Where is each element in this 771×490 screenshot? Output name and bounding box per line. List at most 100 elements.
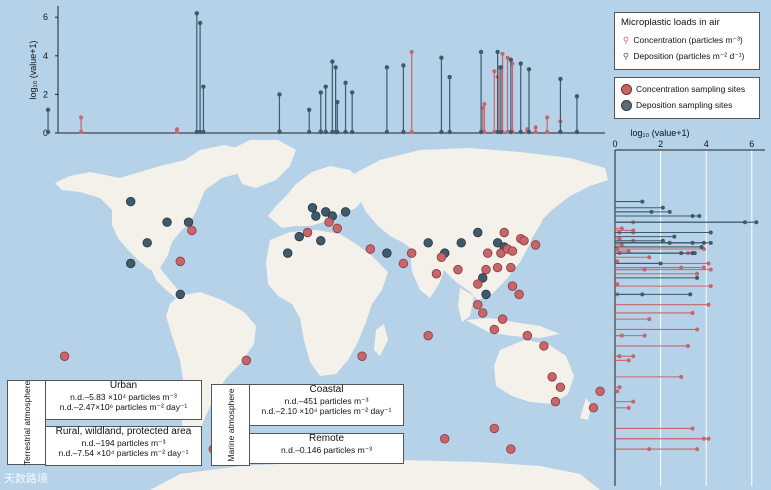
right-point <box>754 220 759 225</box>
top-base-point <box>439 129 444 135</box>
concentration-site <box>453 264 463 275</box>
concentration-site <box>302 227 313 238</box>
concentration-site <box>499 227 509 238</box>
top-point <box>533 125 538 130</box>
deposition-site <box>473 227 483 238</box>
legend-sites: Concentration sampling sites Deposition … <box>614 77 760 119</box>
right-point <box>742 220 747 225</box>
coastal-line2: n.d.–2.10 ×10⁴ particles m⁻² day⁻¹ <box>261 406 392 416</box>
concentration-site <box>332 223 342 234</box>
top-base-point <box>447 129 452 135</box>
top-base-point <box>533 130 538 134</box>
top-point <box>447 74 452 80</box>
remote-title: Remote <box>308 433 344 444</box>
deposition-site <box>183 217 194 227</box>
top-base-point <box>335 129 340 135</box>
right-point <box>706 302 711 307</box>
deposition-site <box>125 258 136 269</box>
right-point <box>631 399 636 404</box>
top-base-point <box>492 130 497 134</box>
top-point <box>526 67 532 72</box>
legend-dep-sites-label: Deposition sampling sites <box>636 100 733 110</box>
concentration-site <box>473 279 483 289</box>
right-point <box>642 267 647 272</box>
right-point <box>692 251 697 256</box>
top-y-tick-label: 2 <box>43 89 48 99</box>
right-point <box>660 238 665 243</box>
right-point <box>690 426 695 431</box>
right-point <box>697 214 702 218</box>
concentration-site <box>555 382 566 392</box>
concentration-site <box>478 308 488 318</box>
land-north-america <box>55 145 254 270</box>
right-point <box>615 259 620 264</box>
legend-conc-sites-label: Concentration sampling sites <box>636 84 746 94</box>
land-central-america <box>150 266 184 298</box>
deposition-site <box>321 207 331 217</box>
top-base-point <box>478 129 484 135</box>
urban-line1: n.d.–5.83 ×10⁴ particles m⁻³ <box>70 391 177 402</box>
top-base-point <box>323 129 328 135</box>
pin-icon: ⚲ <box>622 35 630 45</box>
top-base-point <box>495 129 500 135</box>
land-greenland <box>226 140 296 188</box>
coastal-box: Coastal n.d.–451 particles m⁻³ n.d.–2.10… <box>249 384 404 426</box>
concentration-site <box>547 372 557 382</box>
right-x-tick-label: 2 <box>658 139 663 149</box>
top-base-point <box>197 129 203 135</box>
top-point <box>197 20 203 26</box>
concentration-site <box>595 386 605 397</box>
concentration-site <box>482 248 493 258</box>
top-lollipop-chart: 0 2 4 6 log₁₀ (value+1) <box>28 6 605 138</box>
top-point <box>306 107 312 113</box>
right-point <box>690 310 695 315</box>
top-point <box>505 55 510 60</box>
top-base-point <box>318 129 323 135</box>
deposition-site <box>481 289 491 300</box>
top-point <box>343 80 348 86</box>
deposition-site <box>311 211 321 221</box>
right-point <box>695 271 700 276</box>
top-base-point <box>79 130 84 134</box>
terrestrial-label: Terrestrial atmosphere <box>21 380 32 465</box>
land-madagascar <box>374 324 388 356</box>
right-x-tick-label: 0 <box>612 139 617 149</box>
top-base-point <box>526 129 532 135</box>
top-point <box>545 115 550 120</box>
top-base-point <box>194 129 200 135</box>
rural-line2: n.d.–7.54 ×10⁴ particles m⁻² day⁻¹ <box>58 448 189 458</box>
legend-conc-sites-row: Concentration sampling sites <box>621 84 746 96</box>
deposition-site <box>175 289 185 300</box>
concentration-site <box>241 355 252 366</box>
right-point <box>699 244 704 249</box>
top-point <box>409 49 414 54</box>
concentration-site <box>365 244 376 254</box>
right-point <box>626 405 631 410</box>
right-point <box>708 230 713 235</box>
concentration-site <box>481 264 491 275</box>
right-point <box>695 275 700 280</box>
rural-title: Rural, wildland, protected area <box>55 426 192 437</box>
right-point <box>619 242 624 247</box>
concentration-site <box>59 351 70 361</box>
top-point <box>508 57 514 62</box>
deposition-site <box>478 273 488 283</box>
top-y-axis-label: log₁₀ (value+1) <box>28 40 38 99</box>
top-y-tick-label: 6 <box>43 12 48 22</box>
right-point <box>672 234 677 239</box>
top-base-point <box>45 129 51 135</box>
concentration-site <box>431 269 442 279</box>
right-point <box>706 261 711 266</box>
right-point <box>631 354 636 359</box>
urban-box: Urban n.d.–5.83 ×10⁴ particles m⁻³ n.d.–… <box>45 380 202 420</box>
rural-line1: n.d.–194 particles m⁻³ <box>81 437 166 448</box>
land-japan <box>524 206 542 238</box>
top-point <box>194 11 200 16</box>
concentration-site <box>507 281 518 291</box>
top-point <box>480 105 485 110</box>
world-land <box>55 140 608 490</box>
concentration-site <box>506 262 516 273</box>
top-base-point <box>518 129 523 135</box>
top-point <box>401 63 406 68</box>
